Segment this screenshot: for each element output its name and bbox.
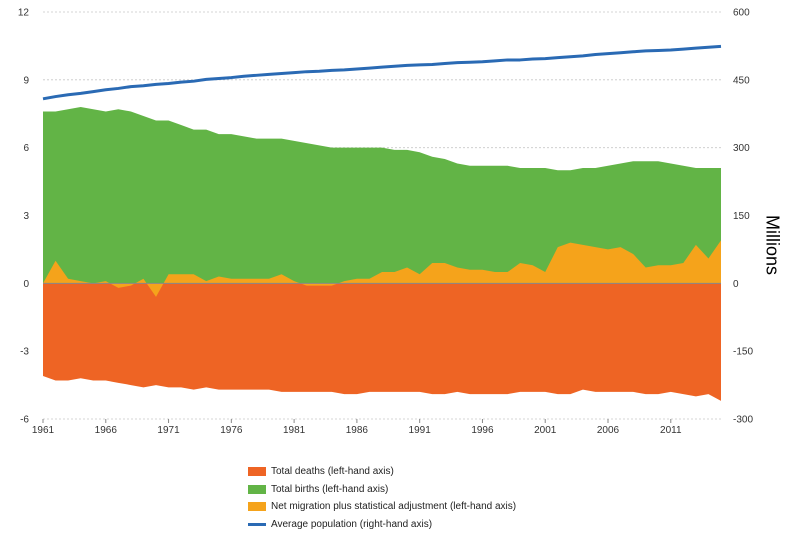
x-tick-label: 1996 bbox=[471, 425, 494, 436]
x-tick-label: 1971 bbox=[157, 425, 180, 436]
births-area bbox=[43, 106, 721, 284]
legend-swatch-population bbox=[248, 522, 266, 526]
x-tick-label: 1986 bbox=[346, 425, 369, 436]
x-tick-label: 1976 bbox=[220, 425, 243, 436]
left-tick-label: 9 bbox=[23, 75, 29, 86]
right-tick-label: 450 bbox=[733, 75, 750, 86]
x-tick-label: 2006 bbox=[597, 425, 620, 436]
legend-label-deaths: Total deaths (left-hand axis) bbox=[271, 466, 394, 478]
deaths-area bbox=[43, 283, 721, 401]
left-tick-label: 6 bbox=[23, 143, 29, 154]
legend-swatch-births bbox=[248, 484, 266, 494]
legend-item-deaths: Total deaths (left-hand axis) bbox=[248, 463, 516, 481]
legend-label-migration: Net migration plus statistical adjustmen… bbox=[271, 501, 517, 513]
left-tick-label: -6 bbox=[20, 415, 29, 426]
legend-swatch-deaths bbox=[248, 467, 266, 477]
right-tick-label: 300 bbox=[733, 143, 750, 154]
right-tick-label: 0 bbox=[733, 279, 739, 290]
x-tick-label: 2001 bbox=[534, 425, 557, 436]
right-tick-label: 600 bbox=[733, 8, 750, 19]
legend-item-births: Total births (left-hand axis) bbox=[248, 481, 516, 499]
line-series-layer bbox=[42, 44, 722, 101]
right-tick-label: 150 bbox=[733, 211, 750, 222]
right-tick-label: -300 bbox=[733, 415, 753, 426]
right-tick-label: -150 bbox=[733, 347, 753, 358]
left-tick-label: 12 bbox=[18, 8, 30, 19]
migration-area bbox=[43, 240, 721, 297]
x-tick-label: 1981 bbox=[283, 425, 306, 436]
legend: Total deaths (left-hand axis) Total birt… bbox=[248, 463, 516, 533]
legend-swatch-migration bbox=[248, 502, 266, 512]
left-tick-label: 3 bbox=[23, 211, 29, 222]
legend-label-population: Average population (right-hand axis) bbox=[271, 518, 433, 530]
legend-item-population: Average population (right-hand axis) bbox=[248, 516, 516, 534]
tick-labels: 12 600 9 450 6 300 3 150 0 0 -3 -150 -6 -300 1961 1966 1… bbox=[18, 8, 754, 437]
axes bbox=[42, 282, 721, 423]
x-tick-label: 2011 bbox=[660, 425, 682, 436]
legend-item-migration: Net migration plus statistical adjustmen… bbox=[248, 498, 516, 516]
area-series-layer bbox=[43, 106, 721, 401]
left-tick-label: 0 bbox=[23, 279, 29, 290]
x-tick-label: 1961 bbox=[32, 425, 55, 436]
legend-label-births: Total births (left-hand axis) bbox=[271, 483, 389, 495]
x-tick-label: 1966 bbox=[95, 425, 118, 436]
left-tick-label: -3 bbox=[20, 347, 29, 358]
right-axis-unit-label: Millions bbox=[762, 215, 782, 275]
population-line bbox=[42, 44, 722, 101]
x-tick-label: 1991 bbox=[409, 425, 432, 436]
